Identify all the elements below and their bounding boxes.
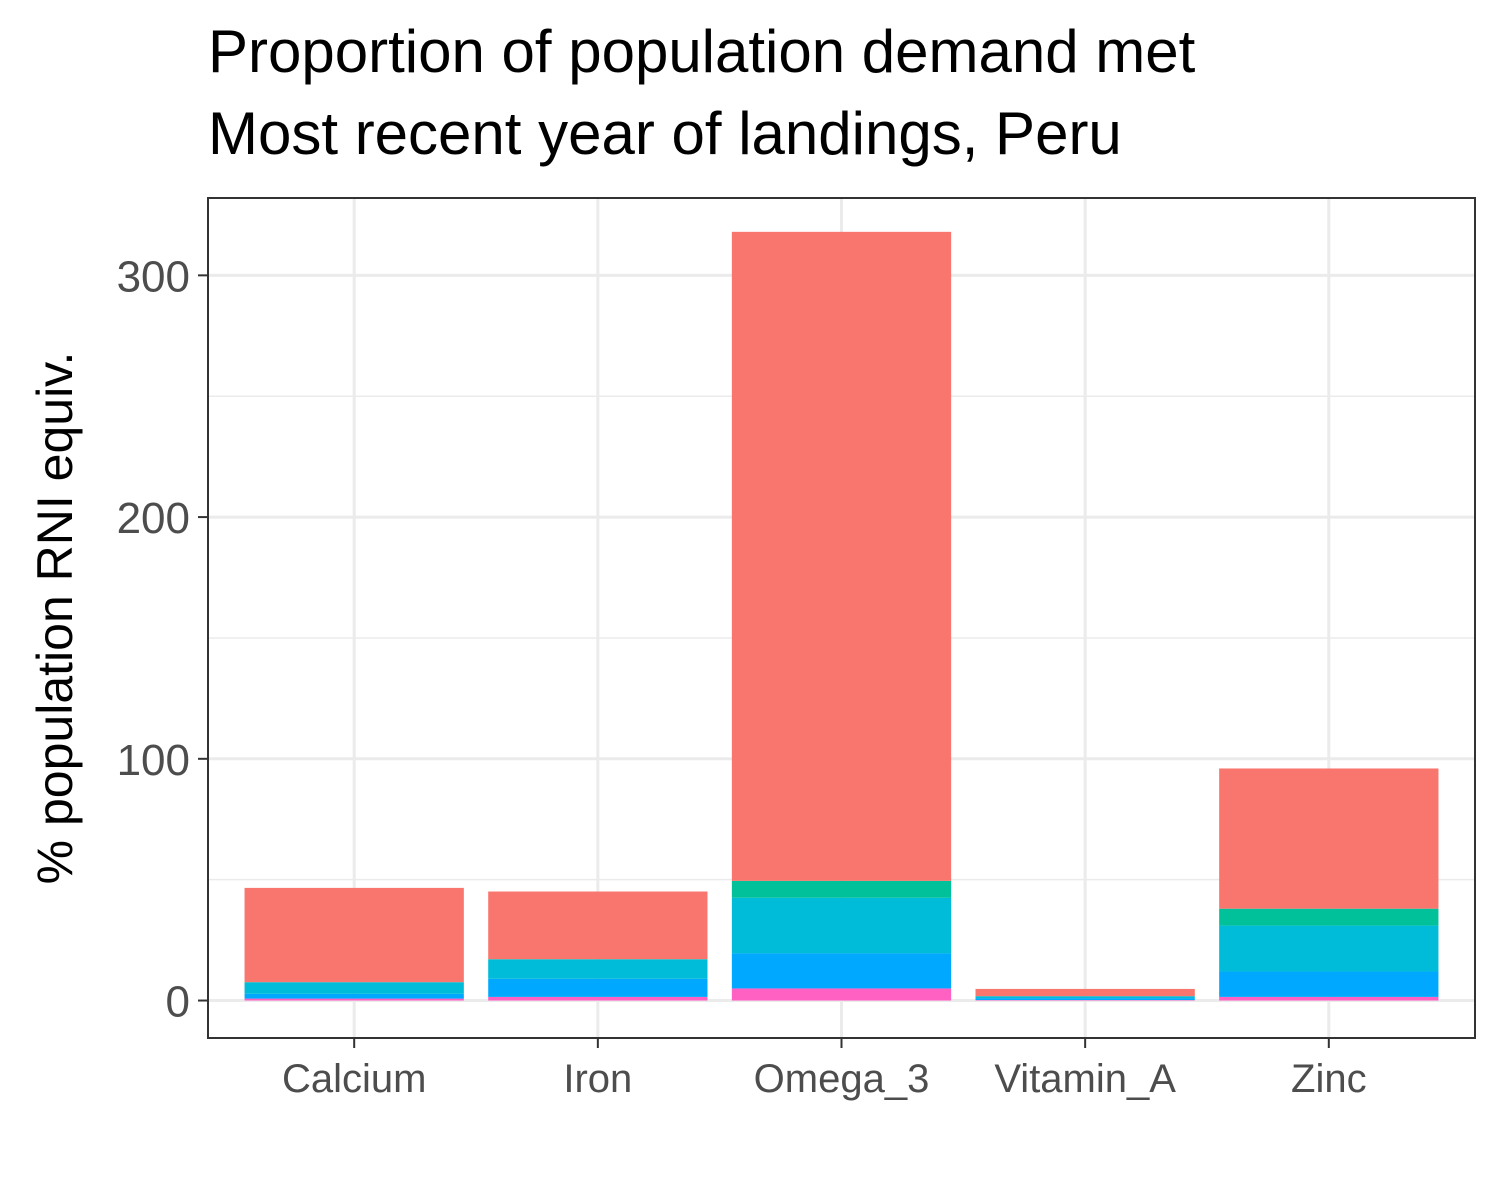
bar-segment-calcium-4 [244,887,464,983]
bar-segment-omega_3-0 [731,988,952,1001]
x-tick-label: Omega_3 [754,1057,930,1101]
bar-segment-iron-4 [488,891,708,960]
y-tick-label: 200 [117,494,190,543]
x-tick-label: Calcium [282,1057,426,1101]
x-tick-label: Vitamin_A [994,1057,1176,1101]
y-tick-label: 300 [117,252,190,301]
bars-layer [244,231,1439,1001]
bar-segment-iron-1 [488,978,708,997]
axis-layer: 0 100 200 300 Calcium Iron Omega_3 Vitamin_A Zin… [117,252,1367,1101]
x-tick-label: Iron [563,1057,632,1101]
y-axis-title: % population RNI equiv. [27,352,83,885]
chart-title-line-1: Proportion of population demand met [208,18,1196,85]
bar-segment-omega_3-3 [731,880,952,898]
bar-segment-iron-2 [488,959,708,979]
bar-segment-omega_3-1 [731,953,952,989]
y-tick-label: 0 [166,978,190,1027]
bar-segment-calcium-0 [244,998,464,1001]
bar-segment-zinc-2 [1219,925,1439,972]
bar-segment-vitamin_a-4 [975,988,1195,997]
chart-title-line-2: Most recent year of landings, Peru [208,100,1122,167]
bar-segment-calcium-2 [244,982,464,994]
bar-segment-zinc-0 [1219,996,1439,1001]
bar-segment-omega_3-2 [731,897,952,954]
bar-segment-zinc-3 [1219,908,1439,926]
bar-segment-vitamin_a-2 [975,996,1195,999]
bar-segment-calcium-1 [244,993,464,999]
bar-segment-zinc-1 [1219,971,1439,997]
bar-segment-vitamin_a-1 [975,998,1195,1001]
y-tick-label: 100 [117,736,190,785]
bar-segment-iron-0 [488,996,708,1001]
x-tick-label: Zinc [1291,1057,1367,1101]
bar-segment-omega_3-4 [731,231,952,881]
bar-segment-zinc-4 [1219,768,1439,909]
